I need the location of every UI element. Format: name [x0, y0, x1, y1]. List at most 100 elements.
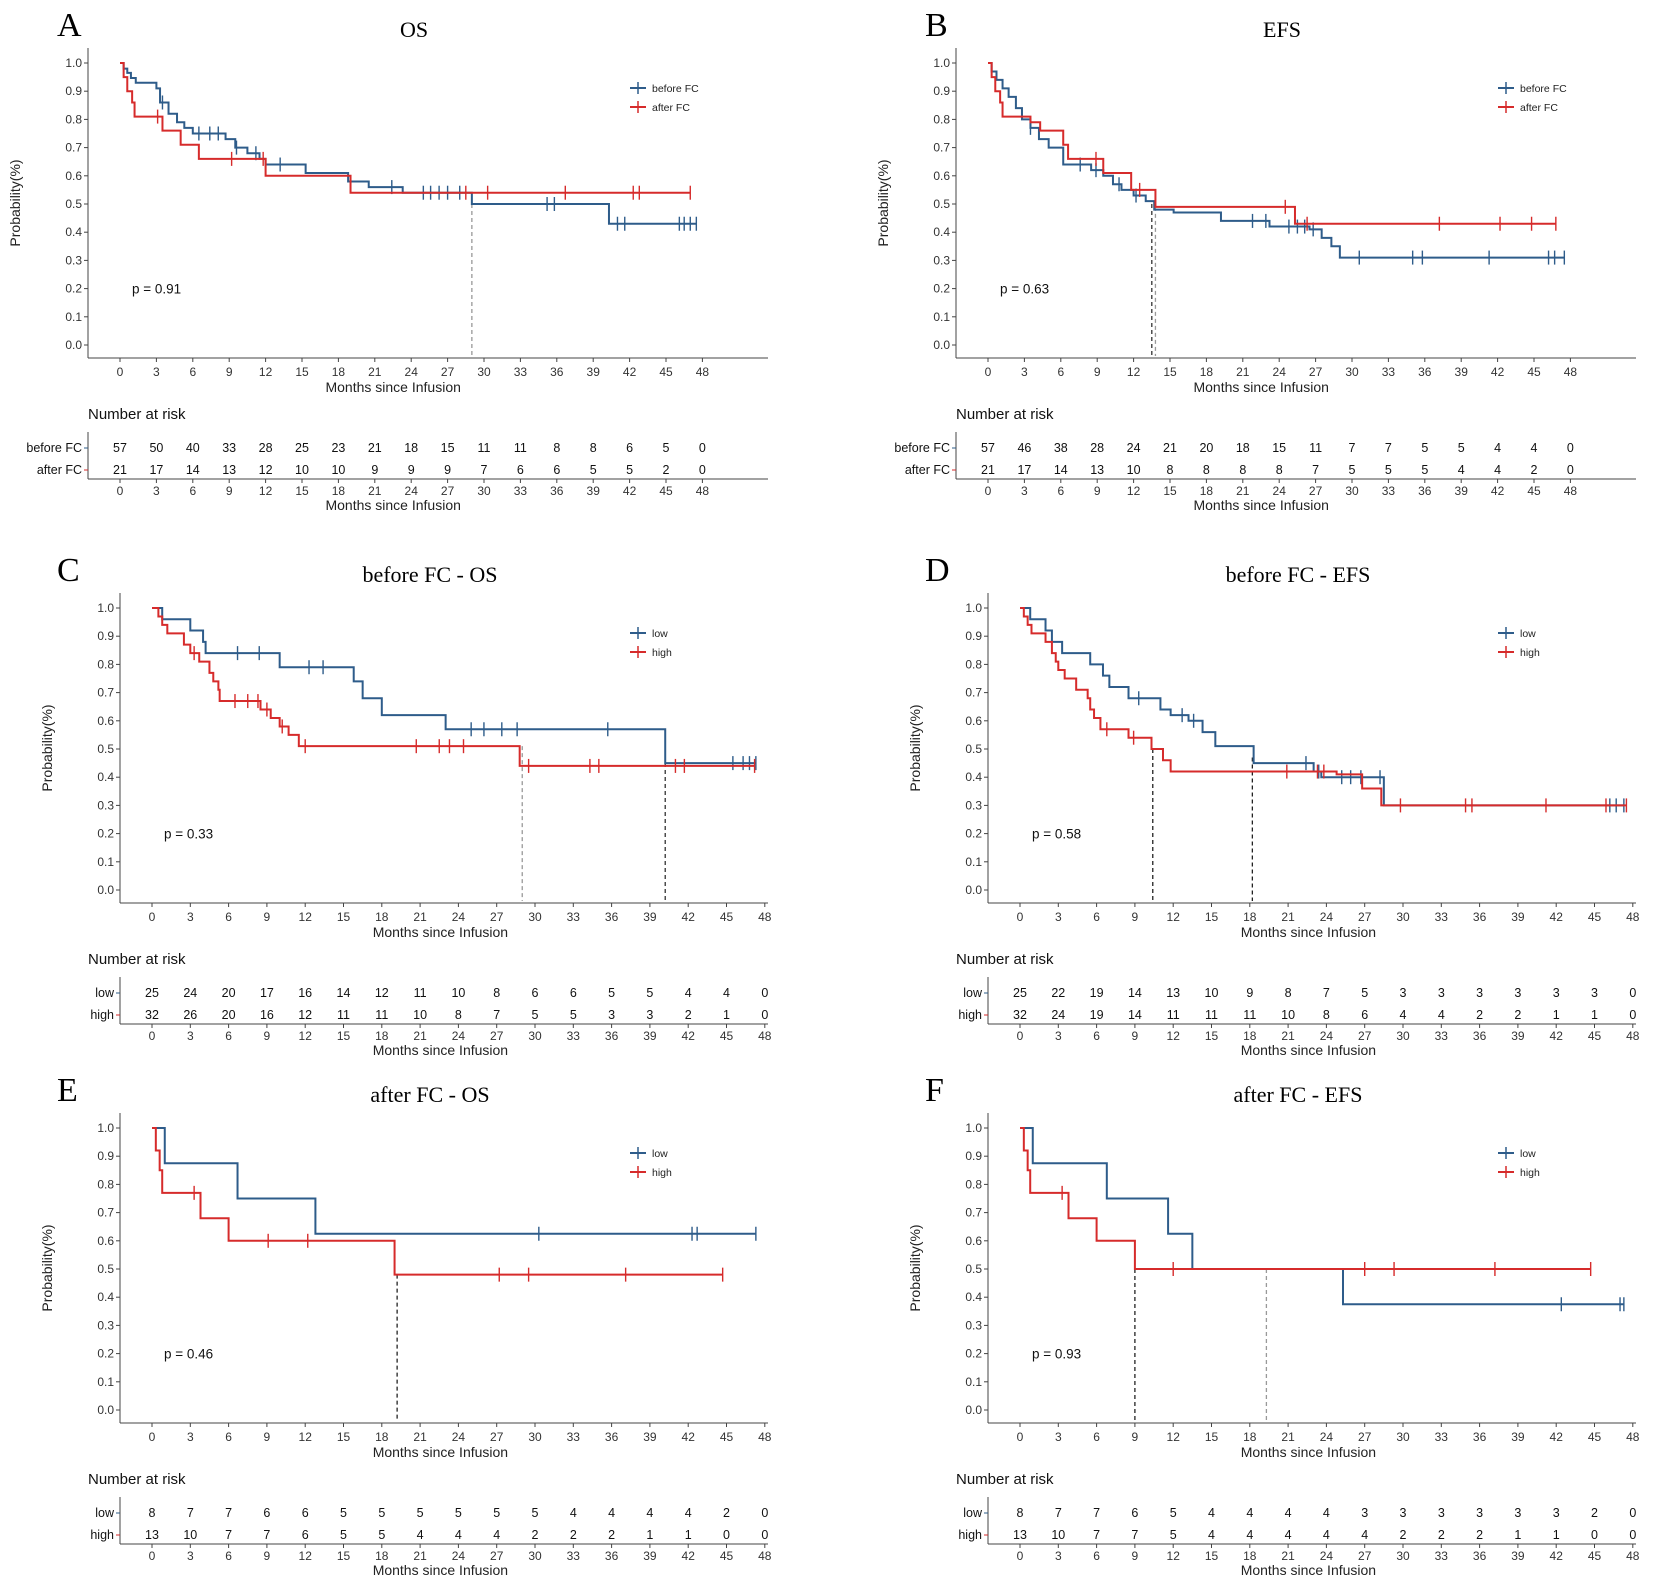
x-tick-label: 48	[1564, 365, 1578, 379]
x-tick-label: 9	[264, 910, 271, 924]
risk-count: 1	[723, 1008, 730, 1022]
x-tick-label: 33	[514, 365, 528, 379]
risk-count: 3	[1514, 1506, 1521, 1520]
y-tick-label: 0.8	[933, 112, 950, 126]
risk-count: 0	[1629, 1506, 1636, 1520]
risk-count: 7	[1093, 1506, 1100, 1520]
x-tick-label: 33	[1435, 1430, 1449, 1444]
risk-count: 1	[1553, 1528, 1560, 1542]
risk-count: 20	[1199, 441, 1213, 455]
y-tick-label: 0.8	[97, 657, 114, 671]
y-tick-label: 0.8	[97, 1177, 114, 1191]
legend-label: high	[652, 647, 672, 659]
risk-x-tick-label: 42	[1550, 1549, 1564, 1563]
risk-count: 6	[1361, 1008, 1368, 1022]
panel-title: before FC - OS	[362, 562, 497, 587]
risk-count: 4	[1494, 441, 1501, 455]
risk-count: 4	[1208, 1528, 1215, 1542]
x-tick-label: 27	[490, 1430, 504, 1444]
risk-x-tick-label: 9	[264, 1549, 271, 1563]
risk-count: 24	[1051, 1008, 1065, 1022]
x-axis-label: Months since Infusion	[373, 1444, 508, 1460]
y-tick-label: 0.2	[965, 1347, 982, 1361]
x-tick-label: 36	[1418, 365, 1432, 379]
x-tick-label: 9	[264, 1430, 271, 1444]
y-tick-label: 0.2	[97, 1347, 114, 1361]
x-axis-label: Months since Infusion	[1241, 1444, 1376, 1460]
risk-count: 10	[183, 1528, 197, 1542]
risk-row-label: low	[963, 986, 983, 1000]
risk-count: 8	[553, 441, 560, 455]
risk-count: 11	[514, 441, 527, 455]
risk-count: 25	[1013, 986, 1027, 1000]
risk-count: 5	[626, 463, 633, 477]
y-tick-label: 0.4	[97, 1290, 114, 1304]
risk-count: 0	[1591, 1528, 1598, 1542]
risk-x-tick-label: 6	[1093, 1029, 1100, 1043]
risk-x-tick-label: 3	[153, 484, 160, 498]
risk-x-tick-label: 39	[643, 1549, 657, 1563]
y-tick-label: 0.2	[965, 827, 982, 841]
survival-curve-group1	[988, 62, 1565, 259]
risk-row-label: low	[95, 1506, 115, 1520]
risk-count: 7	[187, 1506, 194, 1520]
y-tick-label: 0.5	[933, 197, 950, 211]
risk-x-tick-label: 12	[1167, 1029, 1181, 1043]
risk-count: 4	[417, 1528, 424, 1542]
risk-x-tick-label: 0	[149, 1549, 156, 1563]
risk-row-label: before FC	[894, 441, 950, 455]
risk-count: 3	[1553, 1506, 1560, 1520]
x-tick-label: 33	[1435, 910, 1449, 924]
x-tick-label: 48	[1626, 1430, 1640, 1444]
x-axis-label: Months since Infusion	[1241, 924, 1376, 940]
risk-count: 4	[1531, 441, 1538, 455]
risk-count: 5	[340, 1506, 347, 1520]
risk-count: 21	[1163, 441, 1177, 455]
x-tick-label: 33	[1382, 365, 1396, 379]
risk-count: 9	[444, 463, 451, 477]
risk-count: 8	[590, 441, 597, 455]
x-tick-label: 21	[1281, 1430, 1295, 1444]
y-tick-label: 0.3	[65, 253, 82, 267]
risk-count: 13	[1013, 1528, 1027, 1542]
risk-x-tick-label: 12	[1127, 484, 1141, 498]
risk-row-label: after FC	[37, 463, 82, 477]
risk-count: 7	[1385, 441, 1392, 455]
risk-count: 7	[225, 1506, 232, 1520]
risk-count: 5	[608, 986, 615, 1000]
risk-x-tick-label: 9	[1132, 1549, 1139, 1563]
x-tick-label: 0	[117, 365, 124, 379]
risk-x-tick-label: 21	[368, 484, 382, 498]
risk-count: 4	[1400, 1008, 1407, 1022]
risk-count: 5	[532, 1008, 539, 1022]
risk-count: 3	[1361, 1506, 1368, 1520]
p-value: p = 0.91	[132, 282, 181, 297]
risk-count: 10	[295, 463, 309, 477]
risk-count: 12	[259, 463, 273, 477]
risk-count: 5	[455, 1506, 462, 1520]
x-tick-label: 30	[528, 910, 542, 924]
risk-x-tick-label: 48	[1626, 1549, 1640, 1563]
risk-count: 7	[493, 1008, 500, 1022]
risk-table-title: Number at risk	[88, 951, 186, 968]
y-tick-label: 0.1	[933, 310, 950, 324]
risk-x-tick-label: 12	[299, 1549, 313, 1563]
y-tick-label: 0.5	[965, 1262, 982, 1276]
risk-x-tick-label: 21	[1236, 484, 1250, 498]
risk-x-axis-label: Months since Infusion	[1241, 1042, 1376, 1058]
risk-x-tick-label: 33	[514, 484, 528, 498]
risk-x-axis-label: Months since Infusion	[373, 1042, 508, 1058]
risk-count: 5	[1458, 441, 1465, 455]
risk-count: 28	[259, 441, 273, 455]
risk-x-tick-label: 30	[1396, 1549, 1410, 1563]
risk-x-tick-label: 27	[490, 1549, 504, 1563]
x-tick-label: 39	[643, 1430, 657, 1444]
risk-x-tick-label: 9	[226, 484, 233, 498]
risk-x-tick-label: 33	[1435, 1029, 1449, 1043]
survival-curve-group1	[152, 1127, 756, 1235]
survival-curve-group1	[120, 62, 697, 225]
risk-count: 32	[145, 1008, 159, 1022]
y-tick-label: 0.6	[97, 714, 114, 728]
risk-x-tick-label: 45	[1527, 484, 1541, 498]
risk-x-tick-label: 15	[337, 1549, 351, 1563]
